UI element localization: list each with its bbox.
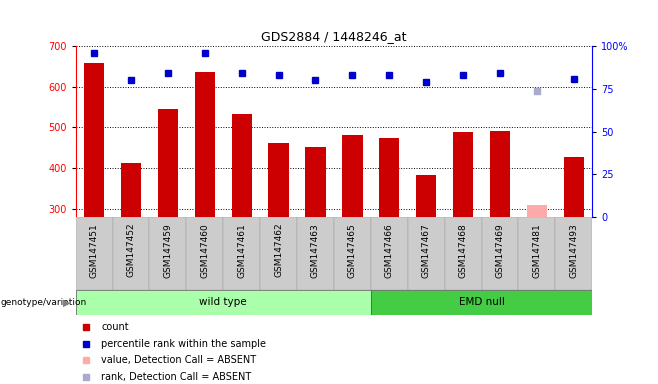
Bar (342, 135, 363, 217)
Text: GSM147468: GSM147468 (459, 223, 468, 278)
Text: GSM147451: GSM147451 (89, 223, 99, 278)
Bar (564, 157, 584, 217)
Bar (158, 109, 178, 217)
Bar (113, 217, 149, 290)
Bar (76, 217, 113, 290)
Bar (416, 175, 436, 217)
Text: value, Detection Call = ABSENT: value, Detection Call = ABSENT (101, 356, 257, 366)
Bar (379, 137, 399, 217)
Text: GSM147466: GSM147466 (385, 223, 393, 278)
Bar (268, 142, 289, 217)
Bar (490, 131, 510, 217)
Bar (408, 217, 445, 290)
Bar (555, 217, 592, 290)
Text: wild type: wild type (199, 297, 247, 308)
Bar (371, 217, 408, 290)
Text: GSM147469: GSM147469 (495, 223, 505, 278)
Text: EMD null: EMD null (459, 297, 505, 308)
Bar (76, 290, 371, 315)
Bar (232, 114, 252, 217)
Bar (223, 217, 260, 290)
Bar (121, 163, 141, 217)
Bar (84, 63, 104, 217)
Text: GSM147465: GSM147465 (348, 223, 357, 278)
Text: GSM147459: GSM147459 (163, 223, 172, 278)
Text: GSM147467: GSM147467 (422, 223, 431, 278)
Text: GSM147460: GSM147460 (200, 223, 209, 278)
Bar (195, 72, 215, 217)
Bar (334, 217, 371, 290)
Text: GSM147452: GSM147452 (126, 223, 136, 277)
Text: percentile rank within the sample: percentile rank within the sample (101, 339, 266, 349)
Text: GSM147493: GSM147493 (569, 223, 578, 278)
Bar (519, 217, 555, 290)
Bar (371, 290, 592, 315)
Bar (260, 217, 297, 290)
Bar (526, 205, 547, 217)
Text: GSM147462: GSM147462 (274, 223, 283, 277)
Text: count: count (101, 321, 129, 331)
Bar (482, 217, 519, 290)
Text: GSM147461: GSM147461 (237, 223, 246, 278)
Text: GSM147463: GSM147463 (311, 223, 320, 278)
Bar (297, 217, 334, 290)
Bar (186, 217, 223, 290)
Text: rank, Detection Call = ABSENT: rank, Detection Call = ABSENT (101, 372, 252, 382)
Text: genotype/variation: genotype/variation (1, 298, 87, 307)
Bar (453, 131, 473, 217)
Bar (445, 217, 482, 290)
Title: GDS2884 / 1448246_at: GDS2884 / 1448246_at (261, 30, 407, 43)
Bar (305, 147, 326, 217)
Bar (149, 217, 186, 290)
Text: GSM147481: GSM147481 (532, 223, 542, 278)
Text: ▶: ▶ (63, 297, 70, 308)
